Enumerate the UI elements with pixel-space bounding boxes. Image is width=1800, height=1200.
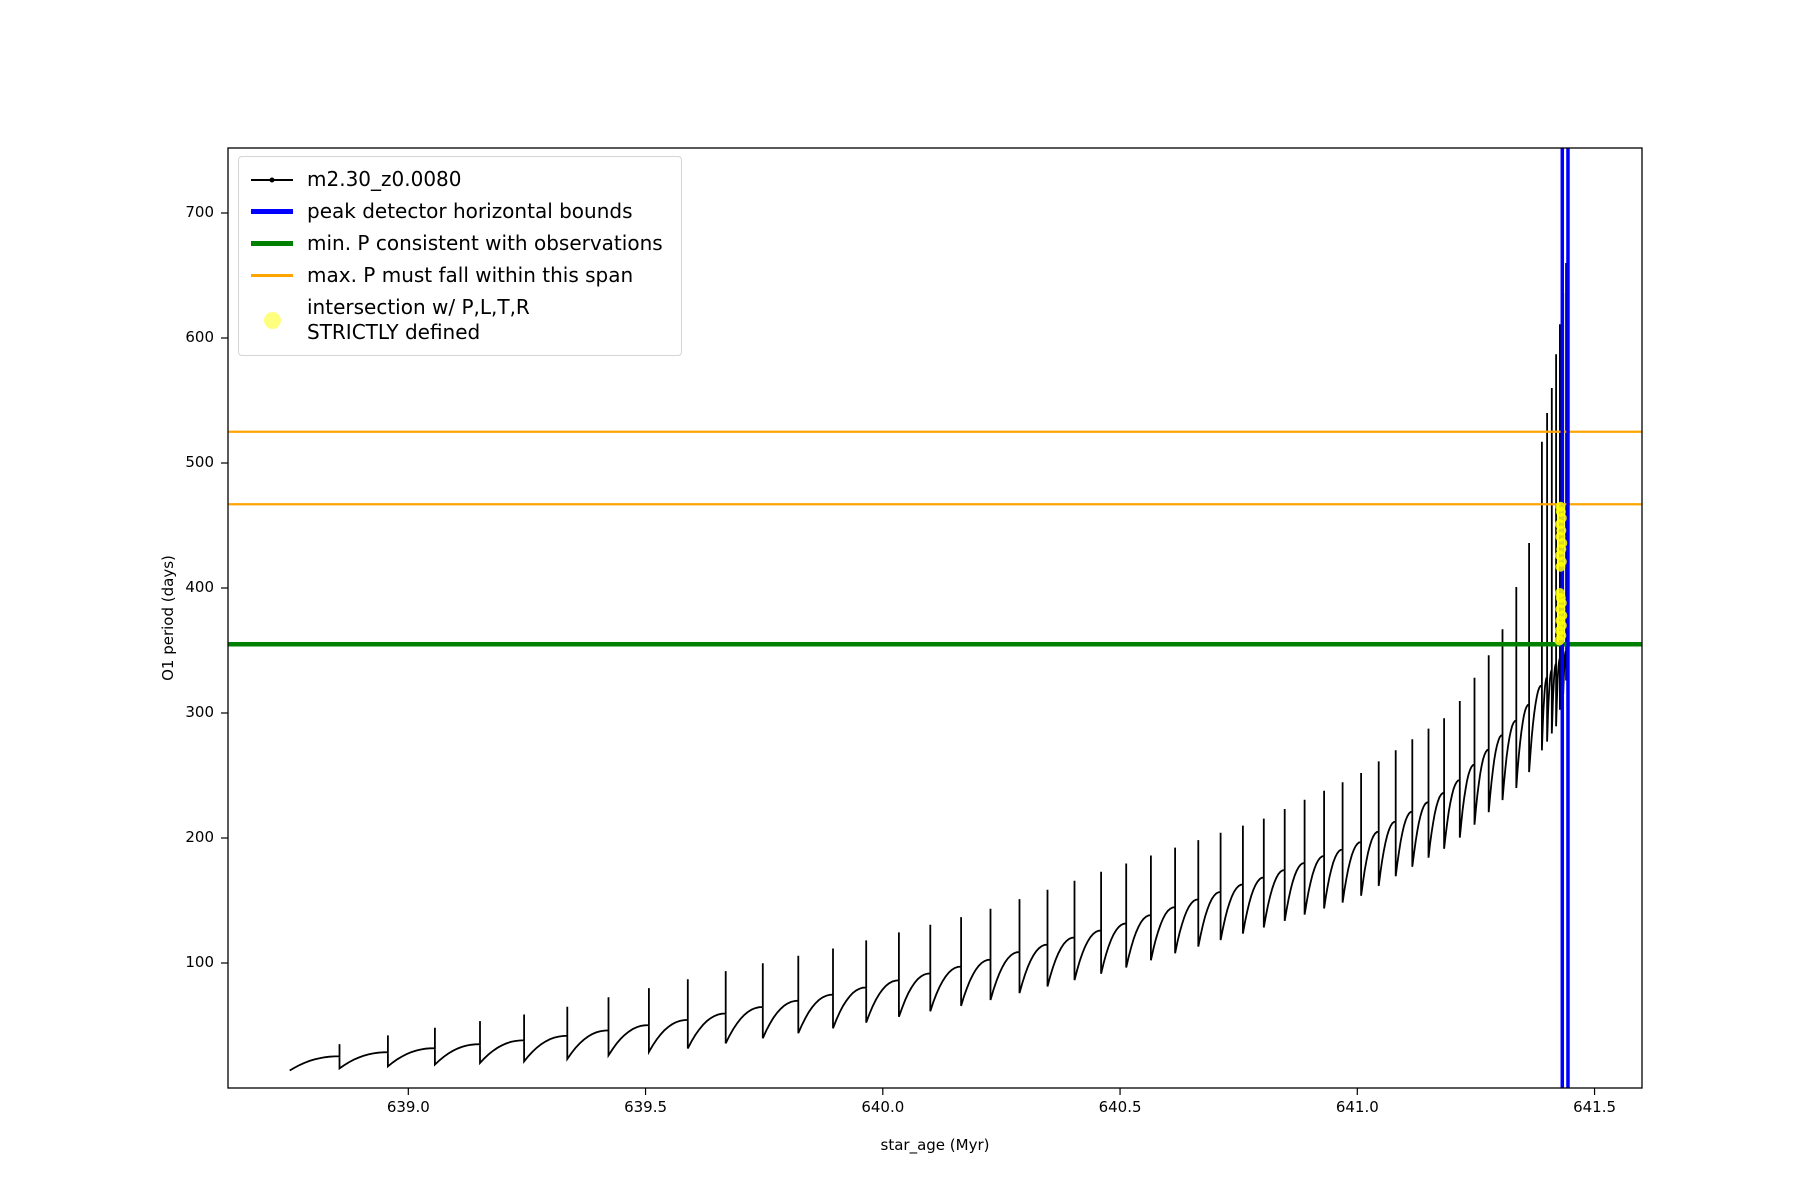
legend-item-series: m2.30_z0.0080: [251, 167, 663, 192]
blue-line-marker-icon: [251, 209, 293, 214]
plot-area: m2.30_z0.0080 peak detector horizontal b…: [221, 147, 1643, 1095]
intersection-point: [1555, 501, 1566, 512]
y-tick-label: 100: [185, 953, 214, 971]
y-tick-label: 500: [185, 453, 214, 471]
chart-canvas: [221, 147, 1643, 1095]
legend-label-peak-bounds: peak detector horizontal bounds: [307, 199, 633, 223]
legend-item-min-p: min. P consistent with observations: [251, 231, 663, 256]
legend-label-min-p: min. P consistent with observations: [307, 231, 663, 255]
black-line-marker-icon: [251, 177, 293, 182]
x-axis-label: star_age (Myr): [880, 1136, 990, 1154]
legend-label-intersection: intersection w/ P,L,T,R STRICTLY defined: [307, 295, 530, 344]
legend-item-peak-bounds: peak detector horizontal bounds: [251, 199, 663, 224]
yellow-dot-marker-icon: [251, 310, 293, 330]
legend-label-series: m2.30_z0.0080: [307, 167, 462, 191]
green-line-marker-icon: [251, 241, 293, 246]
intersection-point: [1554, 588, 1565, 598]
x-tick-label: 639.0: [386, 1098, 430, 1116]
legend-label-max-p: max. P must fall within this span: [307, 263, 634, 287]
x-tick-label: 641.0: [1335, 1098, 1379, 1116]
legend-item-max-p: max. P must fall within this span: [251, 263, 663, 288]
x-tick-label: 640.5: [1098, 1098, 1142, 1116]
x-tick-label: 640.0: [861, 1098, 905, 1116]
y-tick-label: 600: [185, 328, 214, 346]
series-line: [289, 238, 1570, 1072]
y-tick-label: 300: [185, 703, 214, 721]
y-axis-label: O1 period (days): [159, 555, 177, 681]
x-tick-label: 641.5: [1573, 1098, 1617, 1116]
y-tick-label: 400: [185, 578, 214, 596]
y-tick-label: 200: [185, 828, 214, 846]
legend: m2.30_z0.0080 peak detector horizontal b…: [238, 156, 682, 356]
legend-item-intersection: intersection w/ P,L,T,R STRICTLY defined: [251, 295, 663, 345]
plot-border: [227, 147, 1643, 1089]
orange-line-marker-icon: [251, 274, 293, 277]
y-tick-label: 700: [185, 203, 214, 221]
x-tick-label: 639.5: [624, 1098, 668, 1116]
